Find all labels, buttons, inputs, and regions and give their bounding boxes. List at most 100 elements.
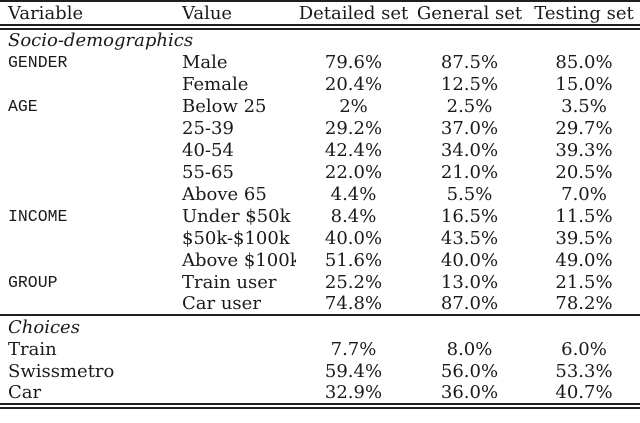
cell-value: Car user (182, 293, 261, 314)
section-label: Choices (0, 314, 640, 338)
table-row: Car 32.9% 36.0% 40.7% (0, 382, 640, 409)
cell-value: 25-39 (182, 117, 234, 139)
cell-general: 34.0% (440, 139, 499, 161)
cell-value: Male (182, 51, 228, 73)
cell-value (174, 338, 296, 360)
cell-detailed: 74.8% (324, 293, 383, 314)
cell-value: Above $100k (182, 249, 296, 271)
cell-value: $50k-$100k (182, 227, 290, 249)
cell-detailed: 32.9% (296, 382, 411, 409)
cell-detailed: 79.6% (324, 51, 383, 73)
cell-detailed: 59.4% (324, 360, 383, 382)
cell-detailed: 20.4% (324, 73, 383, 95)
header-variable: Variable (0, 1, 174, 30)
table-row: $50k-$100k 40.0% 43.5% 39.5% (0, 227, 640, 249)
table-row: Swissmetro 59.4% 56.0% 53.3% (0, 360, 640, 382)
header-general-set: General set (411, 1, 528, 30)
table-row: Train 7.7% 8.0% 6.0% (0, 338, 640, 360)
cell-detailed: 4.4% (330, 183, 377, 205)
table-row: Female 20.4% 12.5% 15.0% (0, 73, 640, 95)
cell-detailed: 2% (339, 95, 368, 117)
cell-detailed: 51.6% (324, 249, 383, 271)
cell-general: 43.5% (440, 227, 499, 249)
cell-general: 2.5% (446, 95, 493, 117)
cell-variable: AGE (8, 96, 38, 116)
cell-variable: GENDER (8, 52, 68, 72)
cell-value: Under $50k (182, 205, 291, 227)
cell-general: 13.0% (440, 271, 499, 293)
header-row: Variable Value Detailed set General set … (0, 1, 640, 30)
table-row: Above 65 4.4% 5.5% 7.0% (0, 183, 640, 205)
summary-statistics-table: Variable Value Detailed set General set … (0, 0, 640, 409)
cell-detailed: 25.2% (324, 271, 383, 293)
header-testing-set: Testing set (528, 1, 640, 30)
cell-testing: 39.3% (555, 139, 613, 161)
cell-general: 8.0% (446, 338, 493, 360)
cell-variable (0, 139, 174, 161)
cell-detailed: 40.0% (324, 227, 383, 249)
cell-variable (0, 249, 174, 271)
section-row-choices: Choices (0, 314, 640, 338)
cell-variable (0, 183, 174, 205)
table-row: Above $100k 51.6% 40.0% 49.0% (0, 249, 640, 271)
cell-testing: 20.5% (555, 161, 613, 183)
cell-testing: 15.0% (555, 73, 613, 95)
cell-testing: 39.5% (555, 227, 613, 249)
cell-variable: Swissmetro (8, 360, 115, 382)
table-row: Car user 74.8% 87.0% 78.2% (0, 293, 640, 315)
cell-variable (0, 227, 174, 249)
cell-general: 37.0% (440, 117, 499, 139)
cell-testing: 49.0% (555, 249, 613, 271)
cell-general: 21.0% (440, 161, 499, 183)
cell-detailed: 7.7% (330, 338, 377, 360)
table-header: Variable Value Detailed set General set … (0, 1, 640, 30)
table-row: INCOME Under $50k 8.4% 16.5% 11.5% (0, 205, 640, 227)
cell-general: 40.0% (440, 249, 499, 271)
cell-variable (0, 73, 174, 95)
table-row: 55-65 22.0% 21.0% 20.5% (0, 161, 640, 183)
cell-detailed: 29.2% (324, 117, 383, 139)
cell-detailed: 42.4% (324, 139, 383, 161)
cell-testing: 53.3% (555, 360, 613, 382)
cell-testing: 11.5% (555, 205, 613, 227)
cell-value: Above 65 (182, 183, 267, 205)
cell-variable: GROUP (8, 272, 58, 292)
cell-testing: 85.0% (555, 51, 613, 73)
cell-value: Train user (182, 271, 277, 293)
cell-testing: 7.0% (561, 183, 607, 205)
cell-general: 16.5% (440, 205, 499, 227)
cell-detailed: 8.4% (330, 205, 377, 227)
cell-variable (0, 161, 174, 183)
cell-value: 40-54 (182, 139, 234, 161)
table-row: AGE Below 25 2% 2.5% 3.5% (0, 95, 640, 117)
cell-general: 87.0% (440, 293, 499, 314)
cell-testing: 21.5% (555, 271, 613, 293)
cell-variable: Train (8, 338, 57, 360)
cell-value: Below 25 (182, 95, 267, 117)
cell-general: 87.5% (440, 51, 499, 73)
table-row: GROUP Train user 25.2% 13.0% 21.5% (0, 271, 640, 293)
cell-variable (0, 293, 174, 315)
section-row-socio-demographics: Socio-demographics (0, 27, 640, 51)
section-label: Socio-demographics (8, 30, 194, 51)
cell-testing: 3.5% (561, 95, 607, 117)
cell-general: 12.5% (440, 73, 499, 95)
cell-general: 36.0% (411, 382, 528, 409)
cell-variable: INCOME (8, 206, 68, 226)
cell-value (174, 382, 296, 409)
cell-value: 55-65 (182, 161, 234, 183)
cell-testing: 6.0% (561, 338, 607, 360)
cell-variable: Car (0, 382, 174, 409)
cell-testing: 78.2% (555, 293, 613, 314)
table-row: 40-54 42.4% 34.0% 39.3% (0, 139, 640, 161)
cell-value (174, 360, 296, 382)
cell-value: Female (182, 73, 249, 95)
cell-testing: 40.7% (528, 382, 640, 409)
cell-testing: 29.7% (555, 117, 613, 139)
cell-general: 5.5% (446, 183, 493, 205)
cell-detailed: 22.0% (324, 161, 383, 183)
cell-variable (0, 117, 174, 139)
table-row: 25-39 29.2% 37.0% 29.7% (0, 117, 640, 139)
header-detailed-set: Detailed set (296, 1, 411, 30)
table-row: GENDER Male 79.6% 87.5% 85.0% (0, 51, 640, 73)
